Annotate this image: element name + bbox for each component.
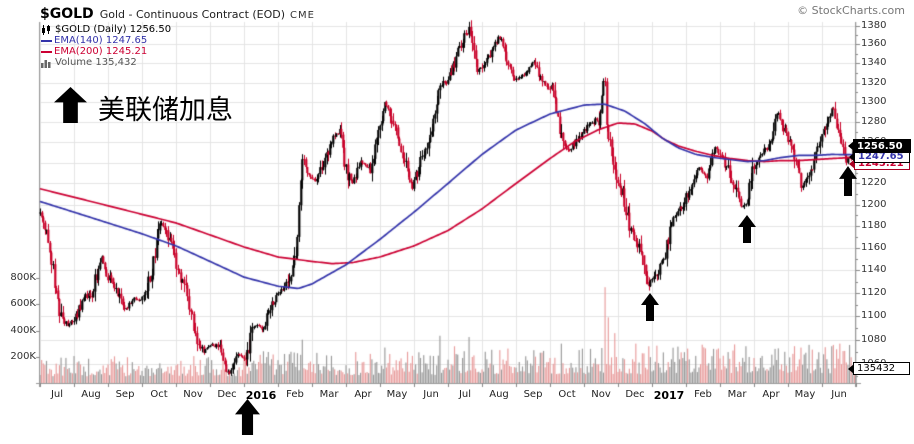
symbol-description: Gold - Continuous Contract (EOD) [99,8,286,21]
price-axis-label: 1180 [861,220,887,231]
volume-box-notch [848,363,854,374]
legend-volume-row: Volume 135,432 [41,57,171,68]
candlestick-icon [41,24,52,35]
rate-hike-legend-arrow-icon [54,87,87,127]
x-axis-label: Jul [50,389,64,400]
x-axis-label: Nov [183,389,203,400]
x-axis-label: Feb [286,389,304,400]
ema200-line-swatch [41,50,52,53]
volume-bars-icon [41,57,52,68]
price-axis-label: 1200 [861,199,887,210]
last-price-box-notch [848,141,854,151]
x-axis-label: 2017 [653,389,685,402]
legend-ema140-label: EMA(140) 1247.65 [54,35,148,46]
x-axis-label: Sep [523,389,543,400]
volume-axis-label: 400K [10,325,36,336]
legend-ema140-row: EMA(140) 1247.65 [41,35,171,46]
x-axis-label: May [794,389,816,400]
volume-axis-label: 800K [10,272,36,283]
x-axis-label: Apr [354,389,372,400]
price-axis-label: 1320 [861,77,887,88]
chart-header: $GOLD Gold - Continuous Contract (EOD) CME [40,3,315,22]
legend-symbol-row: $GOLD (Daily) 1256.50 [41,24,171,35]
legend-ema200-row: EMA(200) 1245.21 [41,46,171,57]
price-axis-label: 1140 [861,264,887,275]
price-axis-label: 1160 [861,242,887,253]
legend-volume-label: Volume 135,432 [55,57,137,68]
x-axis-label: Dec [217,389,237,400]
x-axis-label: Feb [694,389,712,400]
price-axis-label: 1080 [861,334,887,345]
volume-axis-label: 200K [10,351,36,362]
x-axis-label: Sep [115,389,135,400]
x-axis-label: Aug [489,389,509,400]
ema140-value-box: 1247.65 [849,151,910,163]
x-axis-label: Nov [591,389,611,400]
rate-hike-arrow-icon [738,215,756,247]
volume-value-box: 135432 [848,362,910,375]
ema140-box-notch [849,152,855,162]
volume-axis-label: 600K [10,298,36,309]
x-axis-label: May [386,389,408,400]
x-axis-label: Dec [625,389,645,400]
price-axis-label: 1280 [861,116,887,127]
stockcharts-credit: © StockCharts.com [797,4,905,17]
x-axis-label: Oct [558,389,576,400]
price-axis-label: 1360 [861,38,887,49]
x-axis-label: Jun [423,389,439,400]
chart-legend: $GOLD (Daily) 1256.50 EMA(140) 1247.65 E… [41,24,171,68]
x-axis-label: Apr [762,389,780,400]
last-price-box: 1256.50 [848,139,911,153]
price-axis-label: 1120 [861,287,887,298]
rate-hike-arrow-icon [641,293,659,325]
price-axis-label: 1220 [861,177,887,188]
rate-hike-arrow-icon [839,166,857,200]
x-axis-label: Jun [831,389,847,400]
rate-hike-annotation: 美联储加息 [98,95,233,126]
exchange-label: CME [290,10,315,21]
ema200-box-notch [849,159,855,169]
x-axis-label: Oct [150,389,168,400]
rate-hike-arrow-icon [235,399,260,439]
x-axis-label: Mar [319,389,339,400]
x-axis-label: Aug [81,389,101,400]
legend-symbol-label: $GOLD (Daily) 1256.50 [55,24,172,35]
price-axis-label: 1100 [861,310,887,321]
x-axis-label: Mar [727,389,747,400]
x-axis-label: 2016 [245,389,277,402]
price-axis-label: 1380 [861,20,887,31]
price-axis-label: 1300 [861,96,887,107]
symbol-label: $GOLD [40,6,94,22]
ema140-line-swatch [41,39,52,42]
legend-ema200-label: EMA(200) 1245.21 [54,46,148,57]
x-axis-label: Jul [458,389,472,400]
price-axis-label: 1340 [861,57,887,68]
